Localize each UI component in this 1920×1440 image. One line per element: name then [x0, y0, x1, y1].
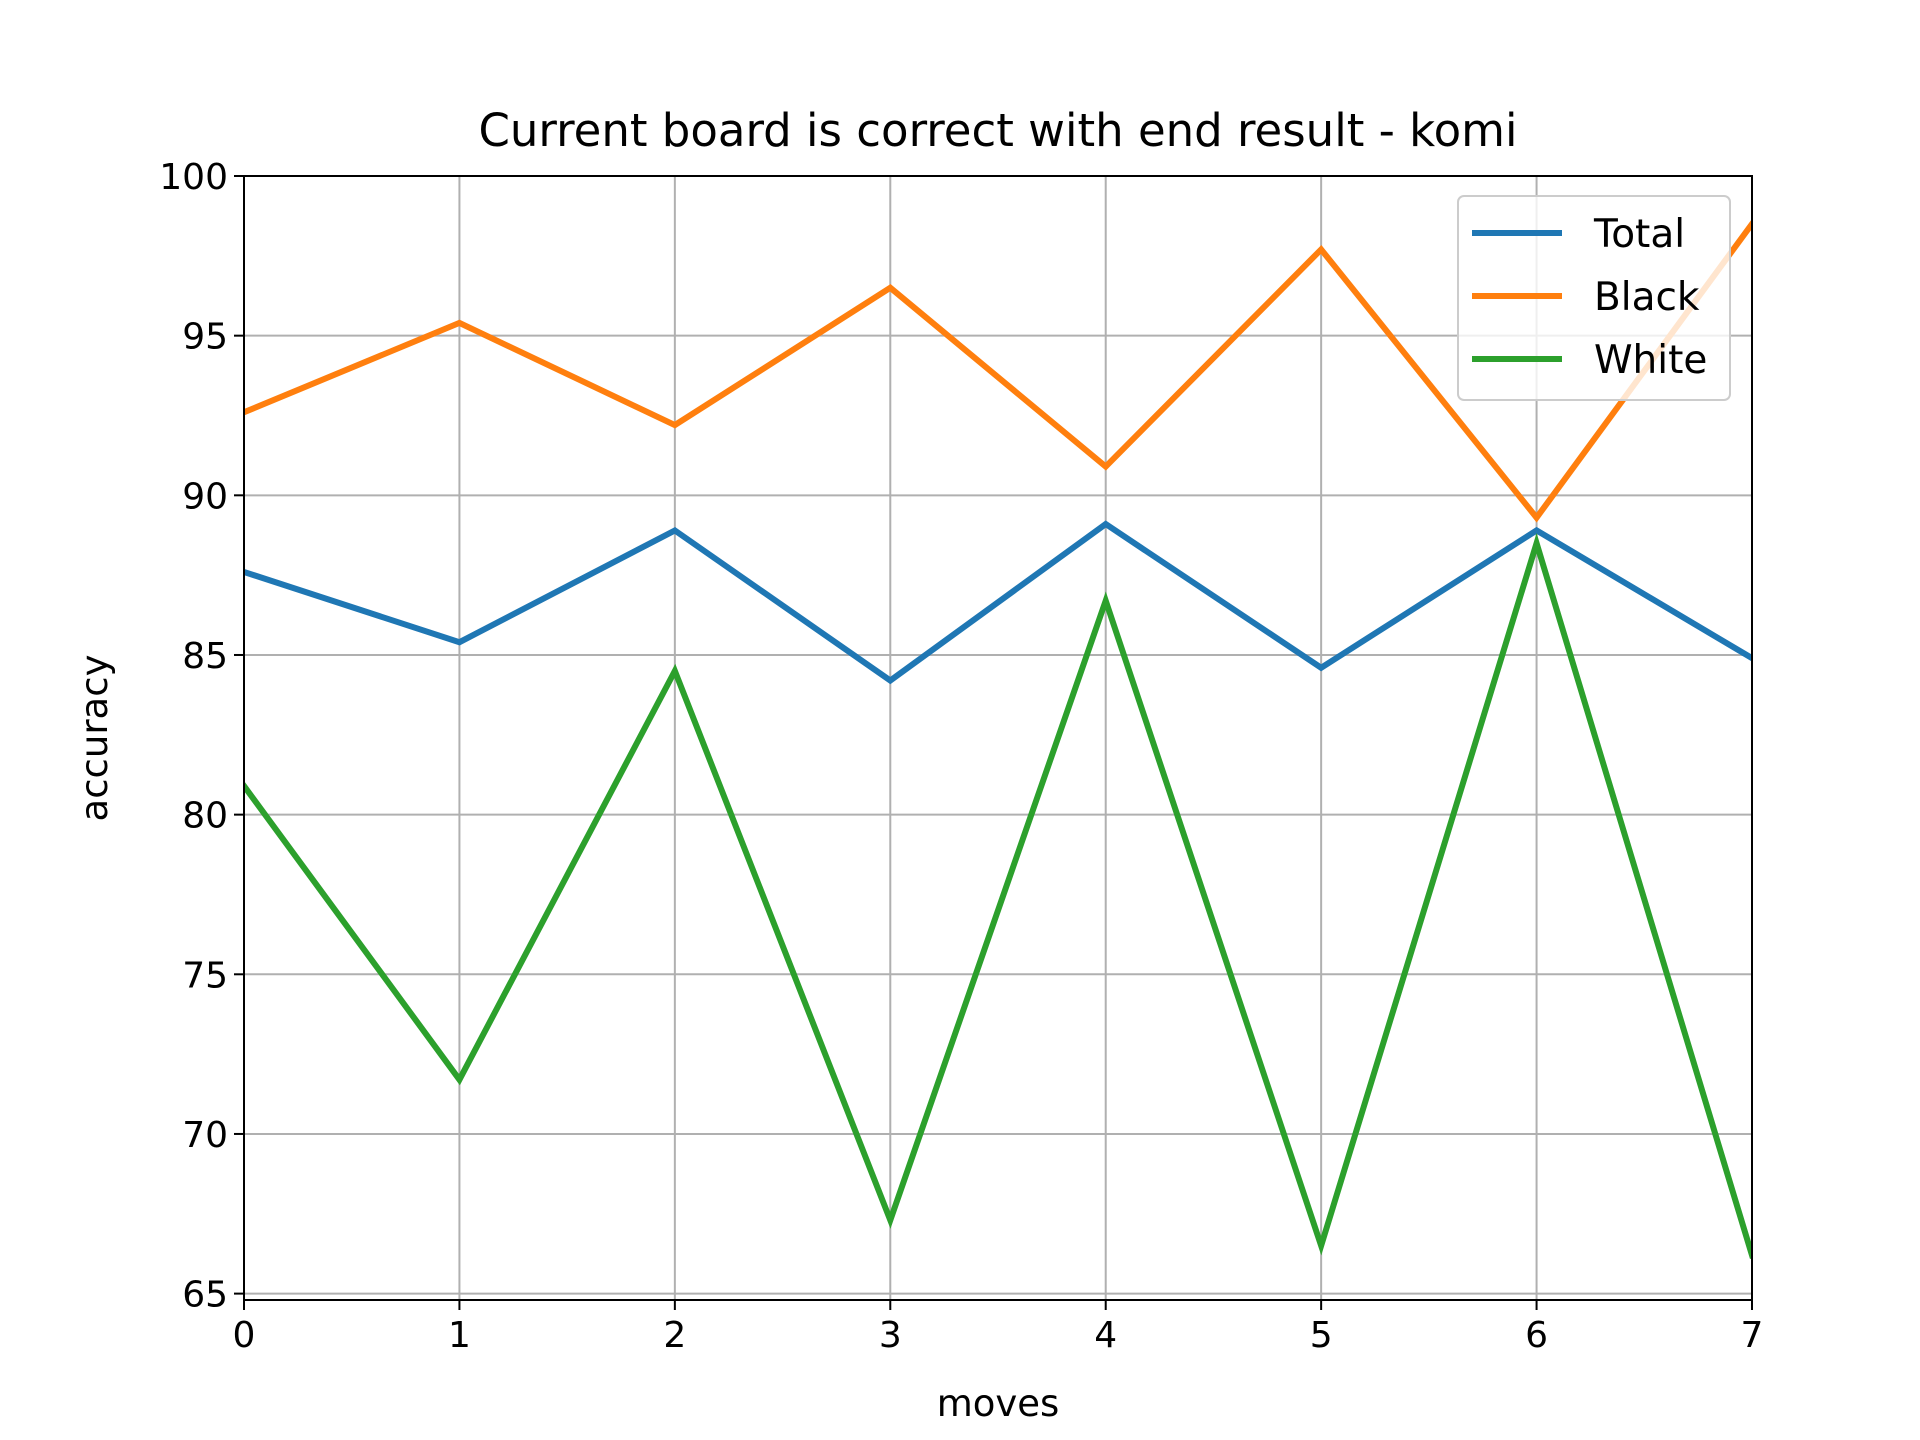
- legend-box: [1457, 195, 1731, 401]
- axis-ticks: 0 1 2 3 4 5 6 7 65 70 75 80 85 90 95 100: [159, 157, 1763, 1356]
- x-tick-label: 1: [448, 1315, 471, 1356]
- legend: Total Black White: [1457, 195, 1731, 401]
- legend-label-white: White: [1594, 338, 1707, 383]
- y-tick-label: 90: [182, 476, 228, 517]
- x-tick-label: 3: [879, 1315, 902, 1356]
- y-tick-label: 100: [159, 157, 228, 198]
- series-line-white: [244, 532, 1752, 1260]
- series-line-total: [244, 520, 1752, 685]
- y-tick-label: 65: [182, 1275, 228, 1316]
- y-tick-label: 70: [182, 1115, 228, 1156]
- x-tick-label: 5: [1310, 1315, 1333, 1356]
- x-axis-label: moves: [937, 1382, 1060, 1425]
- legend-label-total: Total: [1593, 212, 1685, 257]
- series-line-black: [244, 219, 1752, 523]
- x-tick-label: 7: [1741, 1315, 1764, 1356]
- y-tick-label: 75: [182, 955, 228, 996]
- chart-title: Current board is correct with end result…: [478, 104, 1517, 157]
- legend-label-black: Black: [1594, 275, 1700, 320]
- x-tick-label: 6: [1525, 1315, 1548, 1356]
- y-tick-label: 95: [182, 317, 228, 358]
- y-axis-label: accuracy: [73, 655, 116, 822]
- x-tick-label: 0: [233, 1315, 256, 1356]
- series-lines: [244, 219, 1752, 1260]
- y-tick-label: 85: [182, 636, 228, 677]
- plot-frame: [243, 175, 1753, 1301]
- x-tick-label: 2: [663, 1315, 686, 1356]
- x-tick-label: 4: [1094, 1315, 1117, 1356]
- y-tick-label: 80: [182, 796, 228, 837]
